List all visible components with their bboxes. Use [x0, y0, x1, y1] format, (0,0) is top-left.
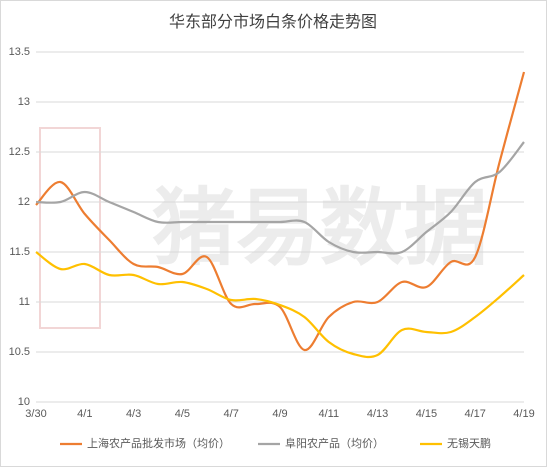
x-tick-label: 4/17: [464, 408, 485, 420]
y-tick-label: 11: [19, 296, 30, 308]
x-tick-label: 4/3: [126, 408, 141, 420]
x-tick-label: 4/11: [319, 408, 340, 420]
watermark-logo: [39, 127, 101, 329]
watermark: 猪易数据: [152, 181, 488, 275]
x-tick-label: 4/13: [367, 408, 388, 420]
x-tick-label: 4/9: [272, 408, 287, 420]
legend-label: 阜阳农产品（均价）: [285, 436, 384, 450]
y-tick-label: 10.5: [9, 346, 30, 358]
y-tick-label: 13.5: [9, 46, 30, 58]
x-tick-label: 4/15: [416, 408, 437, 420]
y-tick-label: 13: [18, 96, 30, 108]
chart-title: 华东部分市场白条价格走势图: [169, 13, 377, 31]
x-tick-label: 4/19: [513, 408, 534, 420]
series-line: [35, 71, 526, 352]
y-tick-label: 12.5: [9, 146, 30, 158]
y-tick-label: 12: [18, 196, 30, 208]
x-tick-label: 4/7: [224, 408, 239, 420]
x-tick-label: 4/5: [175, 408, 190, 420]
series-line: [35, 251, 525, 359]
series-line: [35, 141, 525, 255]
y-tick-label: 10: [18, 396, 30, 408]
legend-label: 无锡天鹏: [447, 436, 491, 450]
y-tick-label: 11.5: [9, 246, 30, 258]
x-tick-label: 3/30: [25, 408, 46, 420]
legend-label: 上海农产品批发市场（均价）: [87, 436, 230, 450]
x-tick-label: 4/1: [77, 408, 92, 420]
